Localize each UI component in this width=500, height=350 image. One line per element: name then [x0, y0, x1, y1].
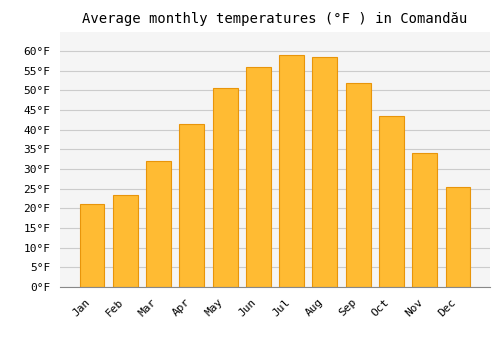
Bar: [146, 161, 171, 287]
Bar: [180, 124, 204, 287]
Bar: [246, 67, 271, 287]
Bar: [279, 55, 304, 287]
Title: Average monthly temperatures (°F ) in Comandău: Average monthly temperatures (°F ) in Co…: [82, 12, 468, 26]
Bar: [446, 187, 470, 287]
Bar: [379, 116, 404, 287]
Bar: [212, 89, 238, 287]
Bar: [312, 57, 338, 287]
Bar: [412, 153, 437, 287]
Bar: [80, 204, 104, 287]
Bar: [346, 83, 370, 287]
Bar: [113, 195, 138, 287]
